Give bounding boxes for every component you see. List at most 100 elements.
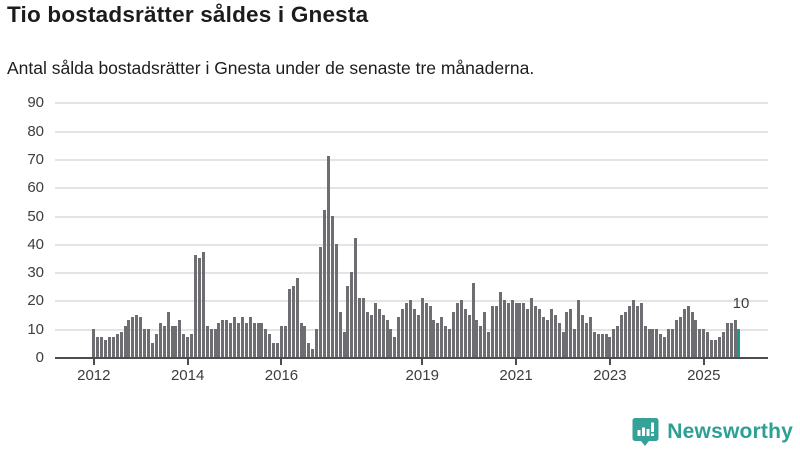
bar: [182, 334, 186, 357]
bar: [725, 323, 729, 357]
bar: [369, 314, 373, 357]
bar: [170, 325, 174, 357]
x-axis-tick-2021: [515, 359, 518, 365]
bar: [366, 311, 369, 357]
bar: [495, 306, 499, 357]
newsworthy-logo[interactable]: Newsworthy: [632, 416, 793, 448]
bar: [596, 334, 600, 357]
brand-name: Newsworthy: [667, 420, 793, 443]
y-axis-label-40: 40: [27, 235, 44, 253]
bar: [244, 323, 248, 357]
bar: [135, 314, 139, 357]
bar: [104, 340, 108, 357]
bar: [283, 325, 287, 357]
bar: [346, 286, 350, 357]
y-axis-label-20: 20: [27, 292, 44, 310]
bar: [729, 323, 733, 357]
bar: [412, 308, 416, 357]
bar: [100, 337, 104, 357]
bar: [663, 337, 667, 357]
bar: [452, 311, 456, 357]
bar: [111, 337, 115, 357]
bar: [608, 337, 612, 357]
bar: [147, 328, 151, 357]
bar: [487, 331, 491, 357]
bar: [506, 303, 510, 357]
bar: [186, 337, 190, 357]
bar: [420, 297, 424, 357]
y-axis-label-30: 30: [27, 264, 44, 282]
bar: [377, 308, 381, 357]
bar: [373, 303, 377, 357]
bar: [358, 297, 362, 357]
bar: [260, 323, 264, 357]
bar: [530, 297, 534, 357]
gridline-y-40: [55, 243, 768, 246]
bar: [92, 328, 96, 357]
bar: [522, 303, 526, 357]
bar: [240, 317, 244, 357]
y-axis-label-50: 50: [27, 207, 44, 225]
bar: [252, 323, 256, 357]
bar: [190, 334, 194, 357]
bar: [713, 340, 717, 357]
y-axis-label-0: 0: [35, 349, 44, 366]
bar: [213, 328, 217, 357]
x-axis-label-2025: 2025: [687, 367, 721, 384]
gridline-y-80: [55, 130, 768, 133]
bar: [631, 300, 635, 357]
bar: [326, 156, 330, 357]
x-axis-tick-2023: [608, 359, 611, 365]
bar: [96, 337, 100, 357]
newsworthy-speech-bubble-bar-chart-icon: [632, 418, 659, 446]
bar: [635, 306, 639, 357]
bar: [322, 209, 326, 357]
bar: [236, 323, 240, 357]
bar: [553, 314, 557, 357]
bar: [287, 289, 291, 357]
bar: [686, 306, 690, 357]
bar: [178, 320, 182, 357]
bar: [127, 320, 131, 357]
bar: [201, 252, 205, 357]
bar: [401, 308, 405, 357]
bar: [342, 331, 346, 357]
bar: [389, 328, 393, 357]
bar: [526, 308, 530, 357]
bar: [475, 320, 479, 357]
bar: [150, 342, 154, 357]
x-axis-label-2012: 2012: [77, 367, 111, 384]
bar: [592, 331, 596, 357]
x-axis-label-2019: 2019: [405, 367, 439, 384]
bar: [315, 328, 319, 357]
bar: [538, 308, 542, 357]
bar: [272, 342, 276, 357]
bar: [733, 320, 737, 357]
bar: [510, 300, 514, 357]
bar: [541, 317, 545, 357]
bar: [545, 320, 549, 357]
bar: [354, 238, 358, 357]
bar: [330, 215, 334, 357]
bar: [440, 317, 444, 357]
bar: [694, 320, 698, 357]
bar: [248, 317, 252, 357]
bar: [721, 331, 725, 357]
bar: [577, 300, 581, 357]
bar: [311, 348, 315, 357]
bar: [690, 311, 694, 357]
bar: [221, 320, 225, 357]
bar: [381, 314, 385, 357]
bar: [162, 325, 166, 357]
bar: [588, 317, 592, 357]
bar: [139, 317, 143, 357]
bar: [612, 328, 616, 357]
x-axis-label-2021: 2021: [499, 367, 533, 384]
bar: [627, 306, 631, 357]
bar: [143, 328, 147, 357]
bar: [436, 323, 440, 357]
bar: [624, 311, 628, 357]
bar: [166, 311, 170, 357]
bar: [295, 277, 299, 357]
bar: [702, 328, 706, 357]
